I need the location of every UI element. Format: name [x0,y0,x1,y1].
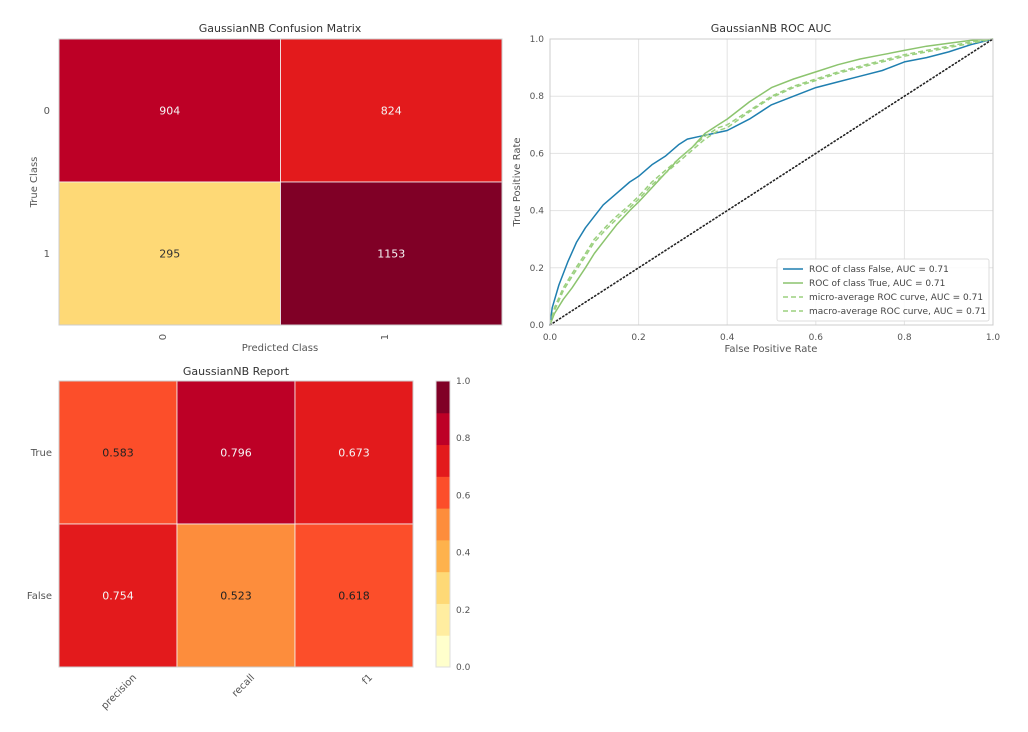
report-cell [294,523,414,668]
report-ytick-0: True [30,448,52,459]
roc-xlabel: False Positive Rate [725,344,818,355]
roc-legend-label: ROC of class False, AUC = 0.71 [809,265,949,275]
colorbar-tick: 0.8 [456,434,471,444]
confusion-xtick-0: 0 [158,334,169,340]
roc-xtick: 1.0 [986,333,1001,343]
confusion-ylabel: True Class [29,157,40,209]
roc-xtick: 0.4 [720,333,735,343]
confusion-xtick-1: 1 [380,334,391,340]
roc-frame [549,38,994,326]
colorbar-tick: 1.0 [456,377,471,387]
confusion-cell [58,181,281,326]
report-cell-value: 0.754 [102,590,134,603]
report-cell-value: 0.796 [220,447,252,460]
roc-legend-box [776,258,990,322]
report-xtick-0: precision [99,672,139,712]
roc-series-2 [549,38,994,326]
roc-series-chance [549,38,994,326]
roc-ytick: 0.4 [530,207,545,217]
confusion-cell-value: 904 [159,105,180,118]
colorbar-tick: 0.6 [456,491,471,501]
confusion-title: GaussianNB Confusion Matrix [199,22,362,35]
roc-series-0 [549,38,994,326]
roc-series-3 [549,38,994,326]
report-cell-value: 0.583 [102,447,134,460]
report-cell-value: 0.618 [338,590,370,603]
confusion-cell-value: 1153 [377,248,405,261]
report-cell [294,380,414,525]
confusion-cell-value: 295 [159,248,180,261]
roc-ytick: 0.2 [530,264,544,274]
confusion-cell [58,38,281,183]
report-cell [58,523,178,668]
roc-ylabel: True Positive Rate [512,137,523,227]
report-xtick-1: recall [230,672,257,699]
confusion-xlabel: Predicted Class [242,343,318,354]
report-title: GaussianNB Report [183,365,290,378]
colorbar-band [436,539,450,573]
confusion-matrix-chart: GaussianNB Confusion Matrix 904 824 295 115… [29,22,503,354]
roc-legend-label: micro-average ROC curve, AUC = 0.71 [809,293,983,303]
colorbar-band [436,381,450,414]
confusion-cell [280,38,503,183]
roc-legend-label: ROC of class True, AUC = 0.71 [809,279,945,289]
roc-title: GaussianNB ROC AUC [711,22,832,35]
report-cell [176,523,296,668]
confusion-cell [280,181,503,326]
colorbar: 0.0 0.2 0.4 0.6 0.8 1.0 [435,377,471,673]
roc-legend: ROC of class False, AUC = 0.71 ROC of cla… [776,258,990,322]
colorbar-band [436,444,450,477]
confusion-ytick-0: 0 [44,106,50,117]
colorbar-band [436,508,450,541]
roc-ytick: 0.6 [530,149,545,159]
colorbar-tick: 0.0 [456,663,471,673]
roc-legend-label: macro-average ROC curve, AUC = 0.71 [809,307,986,317]
roc-chart: GaussianNB ROC AUC 0.0 0.2 0.4 0.6 0.8 1.0 0.0… [512,22,1000,355]
roc-series-1 [549,38,994,326]
report-ytick-1: False [27,591,52,602]
colorbar-band [436,635,450,668]
roc-xtick: 0.2 [631,333,645,343]
report-cell-value: 0.673 [338,447,370,460]
roc-ytick: 0.0 [530,321,545,331]
report-cell [176,380,296,525]
confusion-frame [58,38,503,326]
roc-ytick: 0.8 [530,92,545,102]
colorbar-tick: 0.4 [456,549,471,559]
classification-report-chart: GaussianNB Report 0.583 0.796 0.673 0.754 0.… [27,365,471,712]
report-xtick-2: f1 [360,672,375,687]
confusion-cell-value: 824 [381,105,402,118]
roc-xtick: 0.8 [897,333,912,343]
roc-xtick: 0.0 [543,333,558,343]
colorbar-band [436,412,450,446]
colorbar-band [436,603,450,636]
colorbar-band [436,476,450,509]
colorbar-frame [435,380,451,668]
roc-xtick: 0.6 [809,333,824,343]
report-frame [58,380,414,668]
roc-ytick: 1.0 [530,35,545,45]
confusion-ytick-1: 1 [44,249,50,260]
colorbar-tick: 0.2 [456,606,470,616]
colorbar-band [436,571,450,604]
report-cell-value: 0.523 [220,590,252,603]
